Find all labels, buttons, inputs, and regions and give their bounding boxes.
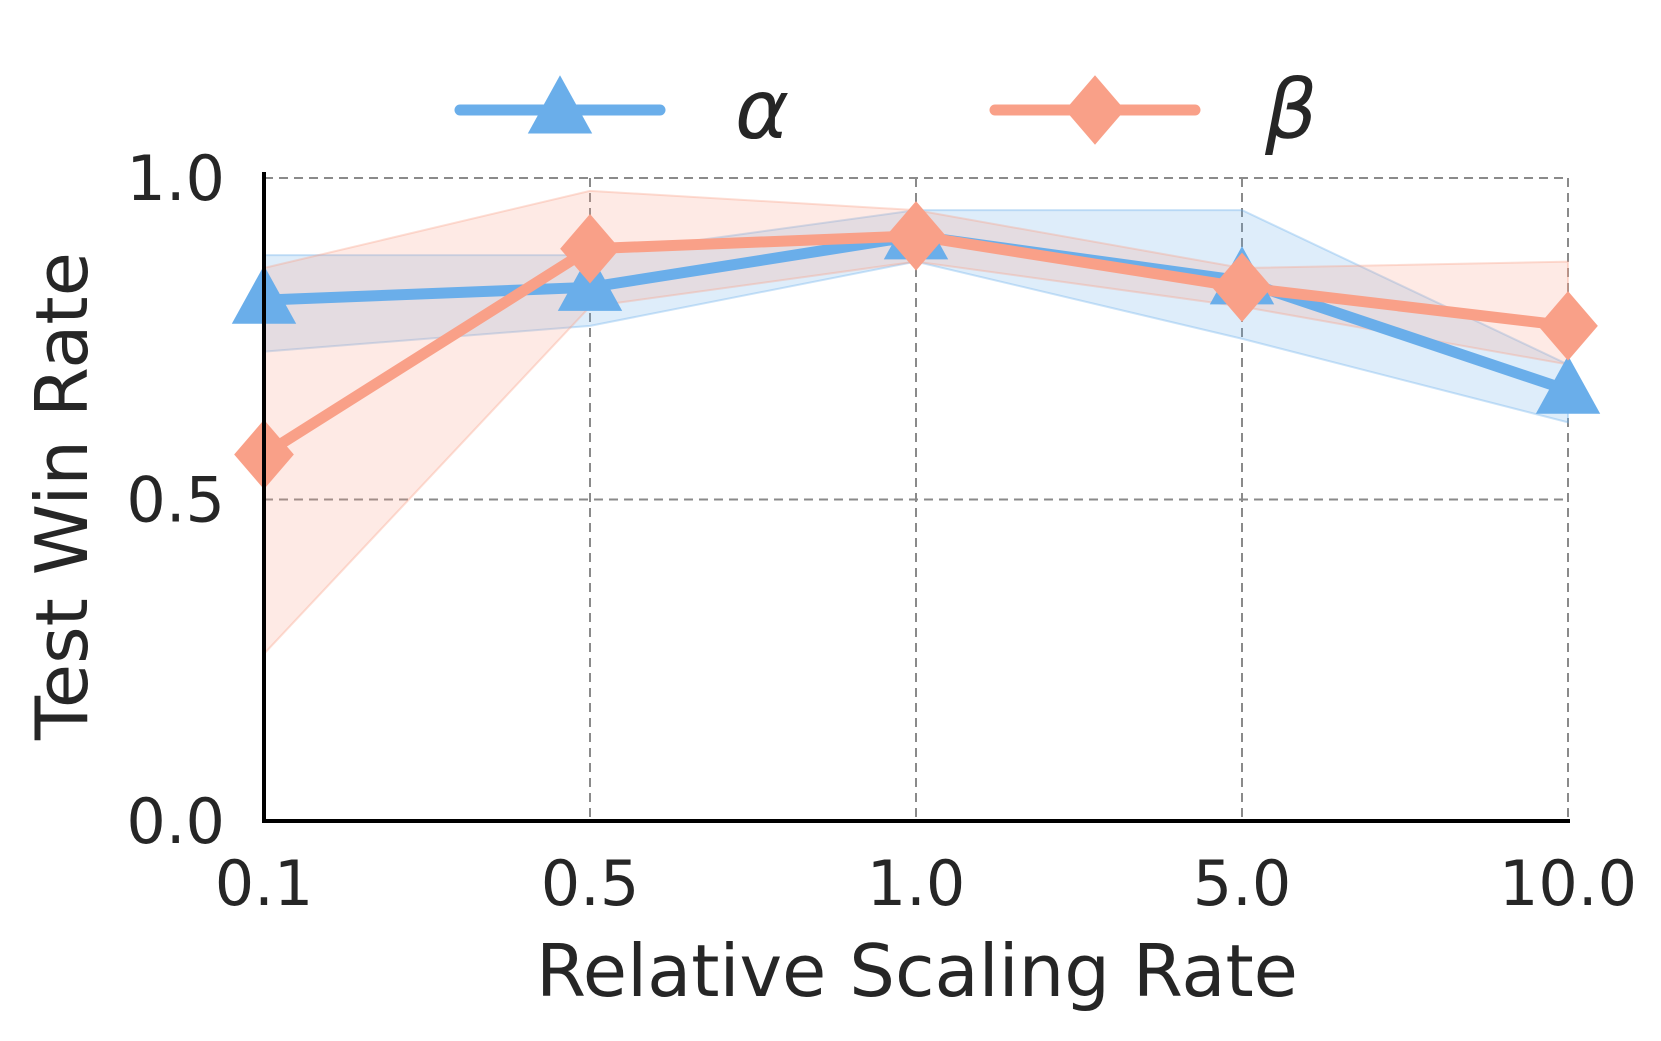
legend-marker xyxy=(1065,75,1125,145)
y-tick-label: 0.0 xyxy=(126,785,225,858)
data-point-series-1-1 xyxy=(560,214,620,284)
x-tick-label: 5.0 xyxy=(1193,847,1292,920)
data-point-series-1-2 xyxy=(886,201,946,271)
data-point-series-0-4 xyxy=(1535,355,1601,414)
y-tick-label: 0.5 xyxy=(126,464,225,537)
legend-item-1: β xyxy=(989,63,1317,158)
x-axis-title: Relative Scaling Rate xyxy=(536,929,1298,1013)
legend-label: β xyxy=(1264,63,1317,158)
y-axis-title: Test Win Rate xyxy=(20,252,104,741)
axes xyxy=(262,172,1570,823)
series-markers xyxy=(231,201,1601,490)
legend-item-0: α xyxy=(454,63,789,158)
tick-labels: 0.1 0.5 1.0 5.0 10.0 0.0 0.5 1.0 xyxy=(126,142,1637,920)
y-tick-label: 1.0 xyxy=(126,142,225,215)
legend-label: α xyxy=(735,63,789,158)
data-point-series-1-3 xyxy=(1212,252,1272,323)
x-tick-label: 0.1 xyxy=(215,847,314,920)
x-tick-label: 0.5 xyxy=(541,847,640,920)
x-tick-label: 1.0 xyxy=(867,847,966,920)
data-point-series-1-4 xyxy=(1538,291,1598,361)
x-tick-label: 10.0 xyxy=(1499,847,1637,920)
legend-marker xyxy=(527,75,593,134)
